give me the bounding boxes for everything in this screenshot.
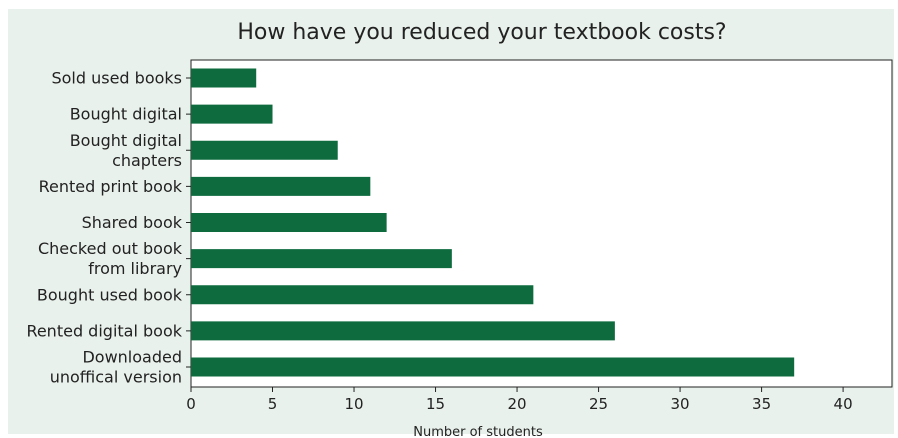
y-tick-label: Bought used book: [37, 285, 183, 304]
x-tick-label: 30: [671, 395, 690, 413]
x-tick-label: 10: [344, 395, 363, 413]
y-tick-label: Bought digital chapters: [70, 131, 182, 170]
bar: [191, 321, 615, 341]
x-axis-label: Number of students: [413, 425, 543, 438]
bars-layer: [191, 68, 795, 377]
y-tick-label: Rented print book: [39, 177, 183, 196]
bar: [191, 213, 387, 232]
y-axis-labels: Sold used books Bought digital Bought digi…: [26, 69, 191, 387]
y-tick-label: Rented digital book: [26, 321, 182, 340]
x-tick-label: 0: [186, 395, 196, 413]
y-tick-label: Shared book: [82, 213, 183, 232]
bar: [191, 104, 273, 124]
y-tick-label: Downloaded unoffical version: [50, 348, 182, 387]
y-tick-label: Checked out book from library: [38, 239, 183, 278]
x-axis: 0 5 10 15 20 25 30 35 40: [186, 387, 853, 413]
y-tick-label: Sold used books: [51, 69, 182, 88]
bar: [191, 140, 338, 160]
bar: [191, 176, 371, 196]
bar: [191, 68, 257, 88]
x-tick-label: 5: [268, 395, 278, 413]
y-tick-label: Bought digital: [70, 105, 182, 124]
x-tick-label: 20: [507, 395, 526, 413]
x-tick-label: 25: [589, 395, 608, 413]
x-tick-label: 40: [834, 395, 853, 413]
chart-title: How have you reduced your textbook costs…: [237, 20, 726, 45]
bar: [191, 249, 452, 269]
bar: [191, 357, 795, 377]
bar: [191, 285, 534, 305]
x-tick-label: 15: [426, 395, 445, 413]
x-tick-label: 35: [752, 395, 771, 413]
